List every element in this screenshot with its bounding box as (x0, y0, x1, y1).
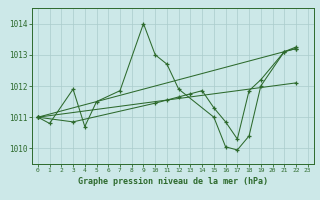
X-axis label: Graphe pression niveau de la mer (hPa): Graphe pression niveau de la mer (hPa) (78, 177, 268, 186)
